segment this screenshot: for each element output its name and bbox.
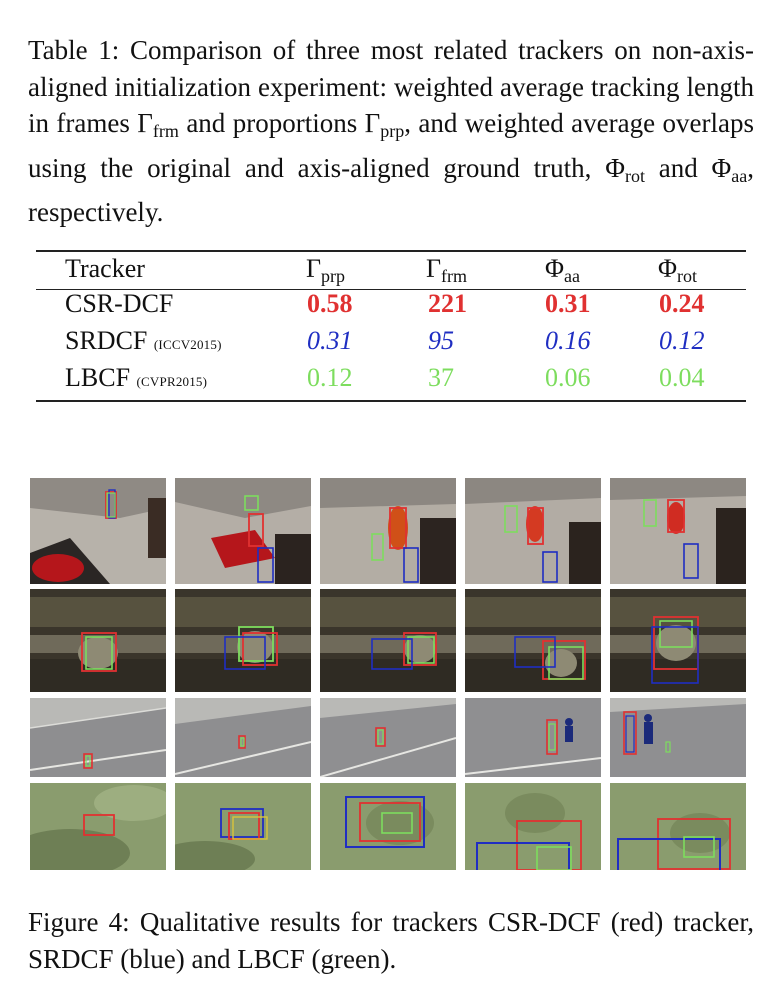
- header-tracker: Tracker: [65, 254, 145, 283]
- frame-thumbnail: [30, 698, 166, 777]
- cell-aa: 0.31: [545, 289, 591, 318]
- frame-thumbnail: [465, 698, 601, 777]
- table-caption: Table 1: Comparison of three most relate…: [28, 35, 755, 227]
- frame-thumbnail: [465, 478, 601, 584]
- cell-prp: 0.12: [307, 363, 353, 392]
- table-header-row: Tracker Γprp Γfrm Φaa Φrot: [36, 254, 746, 290]
- tracker-name: LBCF: [65, 363, 131, 392]
- cell-prp: 0.58: [307, 289, 353, 318]
- header-phi-aa: Φaa: [545, 254, 580, 286]
- header-gamma-prp: Γprp: [306, 254, 346, 286]
- frame-thumbnail: [175, 698, 311, 777]
- frame-thumbnail: [175, 589, 311, 692]
- frame-thumbnail: [320, 589, 456, 692]
- frame-thumbnail: [320, 783, 456, 870]
- frame-thumbnail: [175, 478, 311, 584]
- frame-thumbnail: [610, 589, 746, 692]
- cell-rot: 0.04: [659, 363, 705, 392]
- frame-thumbnail: [320, 698, 456, 777]
- frame-thumbnail: [320, 478, 456, 584]
- cell-prp: 0.31: [307, 326, 353, 355]
- cell-frm: 221: [428, 289, 467, 318]
- header-gamma-frm: Γfrm: [426, 254, 468, 286]
- table-top-rule: [36, 250, 746, 252]
- cell-rot: 0.12: [659, 326, 705, 355]
- table-caption-label: Table 1:: [28, 35, 120, 65]
- frame-thumbnail: [30, 589, 166, 692]
- table-row: SRDCF (ICCV2015) 0.31 95 0.16 0.12: [36, 326, 746, 362]
- table-row: CSR-DCF 0.58 221 0.31 0.24: [36, 289, 746, 325]
- figure-caption: Figure 4: Qualitative results for tracke…: [28, 907, 754, 974]
- table-mid-rule: [36, 289, 746, 290]
- header-phi-rot: Φrot: [658, 254, 698, 286]
- cell-frm: 95: [428, 326, 454, 355]
- frame-thumbnail: [465, 589, 601, 692]
- cell-aa: 0.06: [545, 363, 591, 392]
- frame-thumbnail: [610, 698, 746, 777]
- venue-tag: (CVPR2015): [136, 374, 208, 389]
- table-row: LBCF (CVPR2015) 0.12 37 0.06 0.04: [36, 363, 746, 399]
- cell-rot: 0.24: [659, 289, 705, 318]
- venue-tag: (ICCV2015): [153, 337, 222, 352]
- frame-thumbnail: [610, 783, 746, 870]
- cell-aa: 0.16: [545, 326, 591, 355]
- frame-thumbnail: [30, 478, 166, 584]
- frame-thumbnail: [465, 783, 601, 870]
- tracker-name: CSR-DCF: [65, 289, 174, 318]
- frame-thumbnail: [175, 783, 311, 870]
- cell-frm: 37: [428, 363, 454, 392]
- table-bottom-rule: [36, 400, 746, 402]
- frame-thumbnail: [610, 478, 746, 584]
- tracker-name: SRDCF: [65, 326, 148, 355]
- frame-thumbnail: [30, 783, 166, 870]
